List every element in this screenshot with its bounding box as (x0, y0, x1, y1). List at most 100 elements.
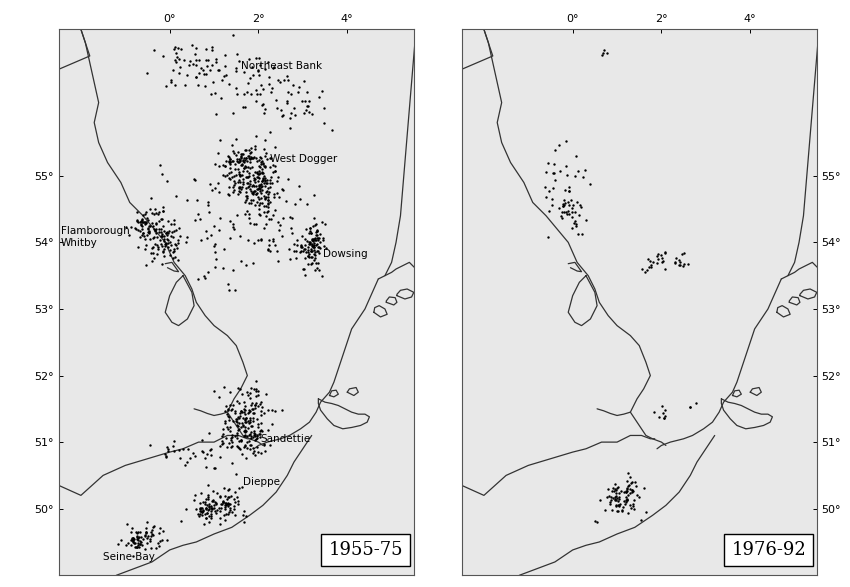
Point (576, 173, 590, 182)
Point (575, 203, 588, 212)
Point (167, 248, 180, 257)
Point (218, 245, 231, 254)
Point (259, 211, 273, 221)
Point (258, 163, 272, 172)
Point (651, 255, 665, 264)
Point (160, 227, 173, 237)
Point (265, 419, 279, 429)
Point (173, 453, 187, 462)
Point (266, 210, 280, 220)
Point (252, 194, 265, 203)
Point (191, 210, 205, 219)
Point (207, 159, 221, 168)
Point (153, 224, 167, 234)
Point (244, 195, 258, 205)
Point (187, 60, 201, 69)
Point (311, 242, 325, 251)
Point (620, 488, 633, 497)
Point (223, 503, 236, 512)
Point (252, 205, 265, 214)
Point (259, 390, 273, 399)
Point (311, 246, 325, 255)
Point (238, 161, 252, 171)
Point (269, 143, 282, 152)
Point (548, 146, 562, 155)
Point (227, 181, 241, 190)
Point (244, 428, 258, 437)
Point (298, 254, 312, 263)
Point (307, 242, 320, 251)
Point (248, 144, 262, 154)
Point (272, 75, 286, 85)
Point (292, 181, 306, 190)
Point (234, 151, 247, 161)
Point (235, 160, 249, 170)
Point (315, 217, 329, 227)
Point (244, 147, 258, 157)
Point (249, 384, 263, 393)
Point (275, 184, 289, 193)
Point (141, 227, 155, 236)
Point (317, 118, 331, 127)
Point (150, 210, 164, 219)
Point (178, 460, 192, 470)
Point (213, 491, 227, 501)
Point (567, 218, 581, 228)
Point (250, 431, 264, 441)
Point (167, 447, 181, 456)
Point (312, 234, 326, 243)
Point (224, 405, 237, 414)
Point (266, 236, 280, 245)
Point (305, 241, 319, 251)
Point (132, 532, 145, 541)
Point (212, 66, 226, 75)
Point (195, 507, 208, 517)
Point (620, 484, 633, 493)
Point (600, 49, 614, 58)
Point (224, 436, 238, 445)
Point (156, 251, 170, 261)
Point (237, 89, 251, 99)
Point (155, 231, 168, 241)
Point (251, 67, 264, 76)
Point (218, 498, 232, 507)
Point (238, 441, 252, 451)
Point (269, 205, 282, 215)
Point (207, 486, 220, 495)
Point (296, 265, 309, 274)
Point (317, 103, 331, 113)
Point (307, 242, 320, 252)
Point (224, 157, 237, 167)
Point (235, 407, 248, 416)
Point (668, 257, 682, 266)
Point (221, 500, 235, 509)
Point (258, 65, 272, 74)
Point (256, 426, 269, 436)
Point (313, 237, 326, 247)
Point (574, 200, 587, 210)
Point (180, 232, 194, 242)
Point (160, 535, 173, 545)
Point (258, 224, 271, 233)
Point (235, 184, 248, 194)
Point (569, 208, 582, 217)
Point (138, 244, 151, 254)
Point (258, 447, 272, 456)
Point (150, 249, 164, 258)
Point (224, 491, 238, 501)
Point (241, 235, 254, 245)
Point (194, 503, 207, 512)
Point (218, 50, 232, 59)
Point (229, 178, 242, 188)
Point (207, 463, 221, 473)
Point (547, 168, 561, 177)
Point (252, 193, 265, 202)
Point (203, 179, 217, 188)
Point (178, 80, 191, 89)
Point (275, 406, 289, 415)
Point (252, 166, 266, 176)
Point (302, 253, 315, 262)
Point (627, 496, 641, 505)
Point (604, 492, 617, 502)
Point (236, 102, 250, 112)
